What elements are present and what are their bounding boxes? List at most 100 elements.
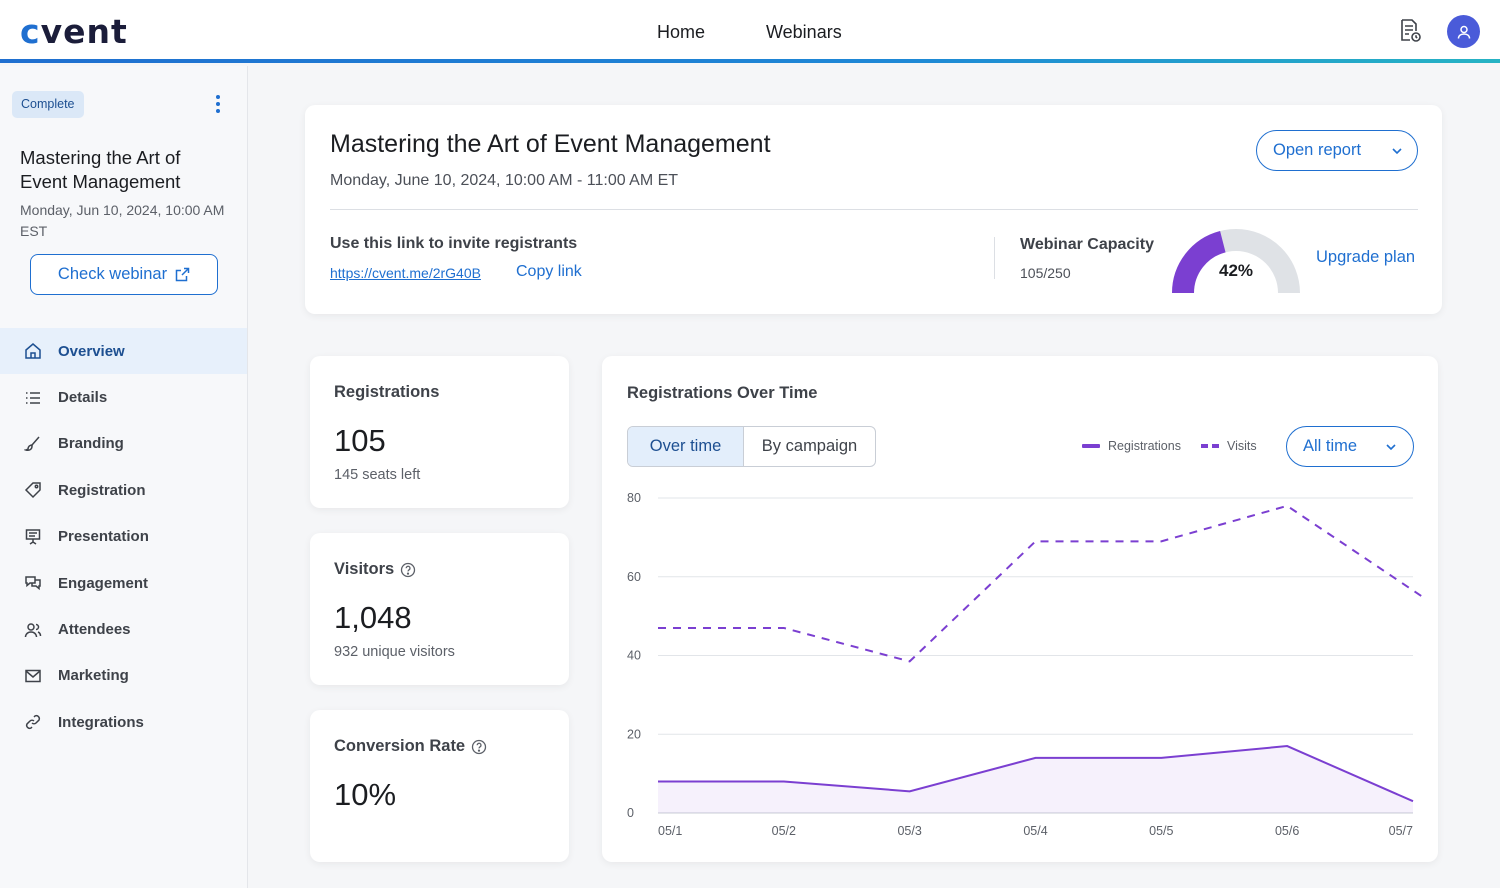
registrations-value: 105 xyxy=(334,423,386,458)
x-tick-label: 05/6 xyxy=(1275,824,1299,838)
sidebar-item-label: Attendees xyxy=(58,621,131,639)
sidebar-item-branding[interactable]: Branding xyxy=(0,421,247,467)
header-divider xyxy=(330,209,1418,210)
sidebar-item-overview[interactable]: Overview xyxy=(0,328,247,375)
chevron-down-icon xyxy=(1386,443,1396,450)
sidebar-item-presentation[interactable]: Presentation xyxy=(0,514,247,560)
capacity-label: Webinar Capacity xyxy=(1020,236,1154,253)
registrations-label: Registrations xyxy=(334,383,440,401)
sidebar-item-attendees[interactable]: Attendees xyxy=(0,606,247,652)
sidebar-event-date: Monday, Jun 10, 2024, 10:00 AM EST xyxy=(20,202,225,239)
brush-icon xyxy=(24,436,40,451)
open-report-label: Open report xyxy=(1273,141,1362,159)
sidebar-item-label: Details xyxy=(58,389,108,407)
presentation-icon xyxy=(25,529,41,545)
open-report-dropdown[interactable]: Open report xyxy=(1256,130,1418,171)
sidebar-item-label: Integrations xyxy=(58,713,144,731)
upgrade-plan-link[interactable]: Upgrade plan xyxy=(1316,248,1416,266)
user-icon xyxy=(1457,25,1470,39)
legend-swatch-visits xyxy=(1200,444,1219,448)
header-accent-line xyxy=(0,59,1500,63)
x-tick-label: 05/5 xyxy=(1149,824,1173,838)
check-webinar-button[interactable]: Check webinar xyxy=(30,254,218,295)
home-icon xyxy=(25,343,41,359)
gauge-fill xyxy=(1172,231,1227,294)
conversion-card: Conversion Rate 10% xyxy=(310,710,569,862)
event-title: Mastering the Art of Event Management xyxy=(330,130,771,158)
user-avatar[interactable] xyxy=(1447,15,1480,48)
people-icon xyxy=(24,622,42,637)
nav-home[interactable]: Home xyxy=(657,22,706,42)
sidebar-item-label: Marketing xyxy=(58,667,129,685)
sidebar-item-integrations[interactable]: Integrations xyxy=(0,699,247,745)
status-badge: Complete xyxy=(12,91,84,118)
help-icon[interactable] xyxy=(471,739,487,755)
vertical-divider xyxy=(994,237,995,279)
visits-line xyxy=(658,504,1423,663)
sidebar-item-engagement[interactable]: Engagement xyxy=(0,560,247,606)
y-tick-label: 60 xyxy=(627,570,641,584)
cvent-logo[interactable]: cvent xyxy=(20,12,128,51)
tab-by-campaign[interactable]: By campaign xyxy=(761,437,858,455)
visitors-sub: 932 unique visitors xyxy=(334,644,455,660)
capacity-gauge xyxy=(1172,229,1300,294)
sidebar-item-label: Overview xyxy=(58,342,125,360)
capacity-value: 105/250 xyxy=(1020,265,1071,281)
tab-over-time[interactable]: Over time xyxy=(628,427,744,466)
document-settings-icon[interactable] xyxy=(1397,18,1423,44)
legend-registrations: Registrations xyxy=(1108,439,1181,453)
y-tick-label: 40 xyxy=(627,649,641,663)
chart-view-toggle: Over time By campaign xyxy=(627,426,876,467)
registrations-line-chart: 0 20 40 60 80 05/1 05/2 05/3 05/4 05/5 05/6 05/7 xyxy=(627,491,1423,838)
event-date: Monday, June 10, 2024, 10:00 AM - 11:00 … xyxy=(330,172,679,189)
x-tick-label: 05/7 xyxy=(1389,824,1413,838)
invite-url-link[interactable]: https://cvent.me/2rG40B xyxy=(330,265,481,281)
invite-label: Use this link to invite registrants xyxy=(330,235,578,252)
event-header-card: Mastering the Art of Event Management Mo… xyxy=(305,105,1442,314)
help-icon[interactable] xyxy=(400,562,416,578)
chart-title: Registrations Over Time xyxy=(627,384,818,402)
visitors-value: 1,048 xyxy=(334,600,412,635)
external-link-icon xyxy=(175,267,190,282)
sidebar: Complete Mastering the Art of Event Mana… xyxy=(0,66,248,888)
registrations-chart-card: 0 20 40 60 80 05/1 05/2 05/3 05/4 05/5 05/6 05/7 Re… xyxy=(602,356,1438,862)
sidebar-item-marketing[interactable]: Marketing xyxy=(0,653,247,699)
tag-icon xyxy=(24,482,41,499)
registrations-sub: 145 seats left xyxy=(334,467,421,483)
link-icon xyxy=(25,715,41,730)
registrations-area xyxy=(658,746,1413,813)
logo-rest: vent xyxy=(40,12,128,51)
legend-swatch-registrations xyxy=(1082,444,1100,448)
x-tick-label: 05/1 xyxy=(658,824,682,838)
sidebar-menu: Overview Details Branding Registration P… xyxy=(0,328,247,746)
more-options-icon[interactable] xyxy=(209,92,227,116)
sidebar-item-registration[interactable]: Registration xyxy=(0,467,247,513)
sidebar-item-label: Engagement xyxy=(58,574,149,592)
sidebar-item-details[interactable]: Details xyxy=(0,374,247,420)
sidebar-item-label: Branding xyxy=(58,435,124,453)
capacity-percent: 42% xyxy=(1218,261,1254,280)
conversion-label: Conversion Rate xyxy=(334,737,487,756)
y-tick-label: 80 xyxy=(627,491,641,505)
y-tick-label: 20 xyxy=(627,727,641,741)
chat-icon xyxy=(25,576,41,591)
x-tick-label: 05/3 xyxy=(897,824,921,838)
check-webinar-label: Check webinar xyxy=(57,265,168,283)
x-tick-label: 05/2 xyxy=(772,824,796,838)
visitors-label: Visitors xyxy=(334,560,416,579)
x-tick-label: 05/4 xyxy=(1023,824,1047,838)
sidebar-item-label: Presentation xyxy=(58,528,149,546)
chart-legend: Registrations Visits xyxy=(1082,439,1257,453)
time-range-dropdown[interactable]: All time xyxy=(1286,426,1414,467)
time-range-label: All time xyxy=(1303,437,1358,455)
visitors-card: Visitors 1,048 932 unique visitors xyxy=(310,533,569,685)
copy-link-button[interactable]: Copy link xyxy=(516,263,582,280)
y-tick-label: 0 xyxy=(627,806,634,820)
nav-webinars[interactable]: Webinars xyxy=(766,22,842,42)
conversion-value: 10% xyxy=(334,777,397,812)
sidebar-event-title: Mastering the Art of Event Management xyxy=(20,147,181,192)
chevron-down-icon xyxy=(1392,147,1402,154)
registrations-line xyxy=(658,745,1414,803)
sidebar-item-label: Registration xyxy=(58,481,146,499)
list-icon xyxy=(26,391,40,404)
